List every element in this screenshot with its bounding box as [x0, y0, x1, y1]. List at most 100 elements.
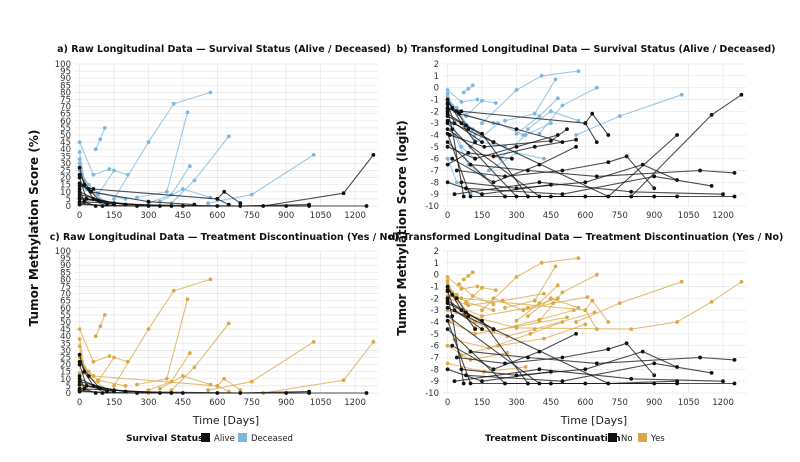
panel-c-ytick-label: 70	[60, 290, 71, 300]
data-point	[450, 127, 455, 131]
data-point	[590, 298, 595, 303]
data-point	[77, 337, 82, 341]
legend-no-swatch	[608, 433, 617, 442]
data-point	[82, 199, 87, 204]
data-point	[91, 187, 96, 191]
data-point	[459, 287, 464, 291]
data-point	[574, 133, 578, 137]
data-point	[475, 284, 480, 289]
panel-c-ytick-label: 25	[60, 354, 71, 364]
data-point	[537, 317, 542, 322]
data-point	[574, 144, 578, 149]
data-point	[206, 388, 211, 393]
data-point	[448, 133, 452, 137]
data-point	[459, 180, 464, 185]
data-point	[480, 192, 484, 197]
panel-a-ytick-label: 25	[60, 167, 71, 177]
data-point	[146, 327, 151, 331]
trajectory-line	[584, 112, 609, 136]
panel-d-ytick-label: 1	[434, 259, 439, 269]
data-point	[77, 344, 82, 348]
data-point	[480, 98, 484, 103]
panel-c-xtick-label: 150	[106, 398, 122, 408]
data-point	[192, 178, 197, 183]
data-point	[537, 349, 542, 354]
data-point	[146, 199, 151, 204]
data-point	[222, 376, 227, 381]
data-point	[629, 376, 634, 381]
data-point	[77, 181, 82, 186]
data-point	[93, 147, 98, 152]
legend-deceased-label: Deceased	[251, 434, 293, 444]
panel-a-xtick-label: 900	[278, 211, 294, 221]
data-point	[629, 189, 634, 194]
panel-c-ytick-label: 35	[60, 339, 71, 349]
data-point	[574, 137, 578, 142]
data-point	[445, 367, 450, 372]
panel-c-ytick-label: 55	[60, 311, 71, 321]
data-point	[652, 186, 657, 191]
trajectory-line	[79, 182, 195, 206]
data-point	[459, 367, 464, 372]
data-point	[549, 139, 553, 143]
data-point	[739, 279, 744, 284]
data-point	[454, 355, 459, 360]
panel-c-ytick-label: 50	[60, 318, 71, 328]
panel-c-ytick-label: 30	[60, 346, 71, 356]
data-point	[77, 187, 82, 191]
trajectory-line	[447, 128, 735, 198]
data-point	[77, 388, 82, 393]
data-point	[542, 156, 546, 161]
data-point	[77, 197, 82, 201]
panel-a-xtick-label: 300	[140, 211, 156, 221]
data-point	[470, 294, 475, 298]
data-point	[77, 192, 82, 197]
data-point	[445, 180, 450, 185]
data-point	[452, 192, 457, 197]
panel-a-ytick-label: 85	[60, 81, 71, 91]
data-point	[480, 131, 484, 136]
data-point	[466, 86, 471, 91]
data-point	[480, 308, 484, 313]
data-point	[208, 90, 213, 95]
data-point	[311, 340, 316, 344]
panel-d-ytick-label: -6	[431, 342, 439, 352]
panel-b-xtick-label: 300	[508, 211, 524, 221]
data-point	[98, 137, 103, 142]
data-point	[555, 283, 560, 288]
trajectory-line	[456, 155, 655, 189]
data-point	[445, 102, 450, 107]
data-point	[77, 172, 82, 177]
trajectory-line	[447, 280, 494, 311]
data-point	[86, 374, 91, 378]
trajectory-line	[447, 307, 678, 385]
data-point	[549, 121, 553, 126]
data-point	[98, 324, 103, 329]
data-point	[187, 351, 192, 356]
data-point	[560, 290, 565, 295]
data-point	[583, 308, 588, 313]
data-point	[549, 381, 553, 386]
data-point	[549, 296, 553, 301]
panel-a-xtick-label: 150	[106, 211, 122, 221]
data-point	[102, 313, 107, 317]
panel-a-ytick-label: 60	[60, 117, 71, 127]
data-point	[514, 144, 519, 149]
data-point	[624, 341, 629, 346]
data-point	[583, 121, 588, 126]
panel-c-xtick-label: 300	[140, 398, 156, 408]
trajectory-line	[447, 295, 598, 330]
data-point	[480, 327, 484, 331]
data-point	[457, 111, 461, 116]
panel-c-ytick-label: 10	[60, 375, 71, 385]
panel-c-ytick-label: 65	[60, 297, 71, 307]
data-point	[549, 194, 553, 199]
panel-b-xtick-label: 900	[646, 211, 662, 221]
data-point	[445, 318, 450, 323]
trajectory-line	[454, 181, 724, 195]
panel-d-series-no	[445, 284, 737, 386]
panel-c-series-no	[77, 352, 369, 395]
data-point	[454, 168, 459, 173]
data-point	[732, 194, 737, 199]
